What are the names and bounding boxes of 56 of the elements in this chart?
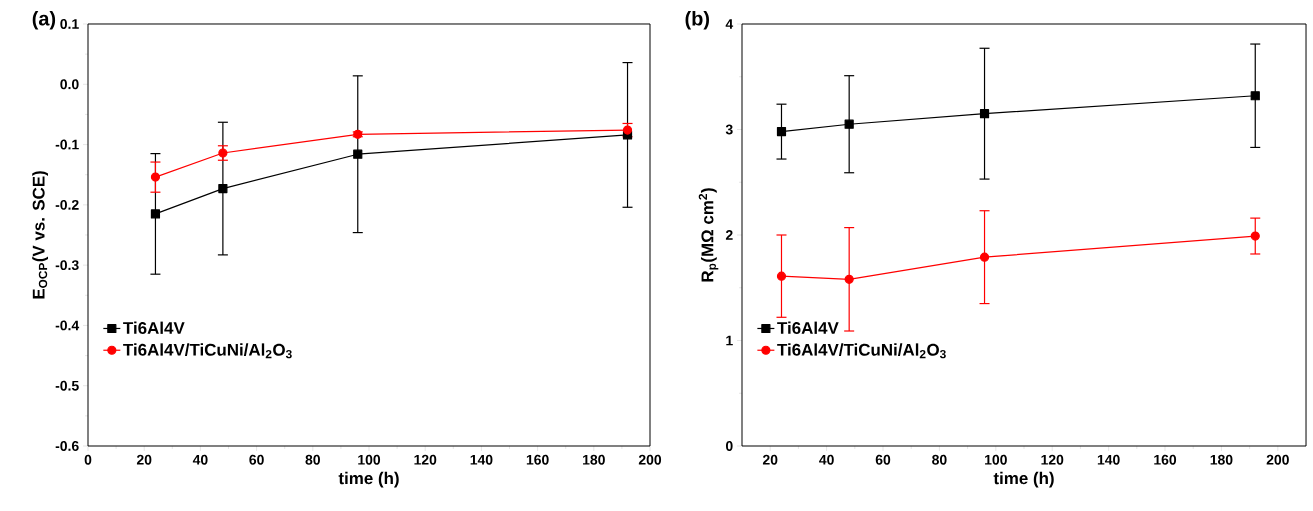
text: (b): [685, 10, 709, 30]
y-tick-label: -0.6: [55, 441, 79, 451]
y-tick-label: 1: [726, 335, 733, 346]
x-tick-label: 40: [192, 454, 208, 465]
y-tick-label: -0.1: [55, 139, 79, 150]
legend-label: Ti6Al4V/TiCuNi/Al$_{2}$O$_{3}$: [777, 343, 946, 359]
y-tick-label: 0.0: [60, 79, 79, 90]
y-axis-title: R$_{p}$(MΩ cm$^{2}$): [698, 188, 719, 282]
y-tick-label: 0.1: [60, 19, 79, 29]
y-tick-label: -0.5: [55, 380, 79, 391]
point: [844, 119, 854, 129]
x-tick-label: 200: [1266, 454, 1289, 465]
y-tick-label: 0: [725, 441, 733, 451]
x-tick-label: 200: [638, 454, 662, 465]
x-tick-label: 100: [985, 454, 1007, 465]
x-tick-label: 120: [1041, 454, 1064, 465]
y-tick-label: -0.4: [55, 320, 80, 331]
y-tick-label: -0.2: [55, 199, 79, 210]
x-axis-title: time (h): [993, 471, 1054, 488]
legend-label: Ti6Al4V: [777, 321, 839, 335]
x-tick-label: 60: [249, 454, 264, 465]
x-tick-label: 80: [932, 454, 947, 465]
point: [776, 271, 787, 281]
y-tick-label: 4: [725, 19, 734, 29]
y-tick-label: -0.3: [55, 260, 79, 271]
x-tick-label: 160: [1154, 454, 1177, 465]
point: [979, 252, 990, 262]
legend-label: Ti6Al4V/TiCuNi/Al$_{2}$O$_{3}$: [123, 343, 292, 359]
point: [1250, 231, 1260, 241]
x-tick-label: 100: [358, 454, 381, 465]
x-tick-label: 160: [526, 454, 549, 465]
x-tick-label: 20: [136, 454, 152, 465]
x-tick-label: 80: [305, 454, 320, 465]
x-tick-label: 40: [819, 454, 834, 465]
x-axis-title: time (h): [338, 471, 399, 488]
x-tick-label: 180: [583, 454, 605, 465]
point: [150, 172, 161, 182]
point: [218, 183, 228, 194]
legend-label: Ti6Al4V: [123, 321, 185, 335]
x-tick-label: 20: [762, 454, 778, 465]
x-tick-label: 140: [470, 454, 493, 465]
x-tick-label: 140: [1097, 454, 1120, 465]
x-tick-label: 120: [414, 454, 437, 465]
y-axis-title: E$_{OCP}$(V vs. SCE): [32, 171, 49, 299]
x-tick-label: 180: [1210, 454, 1233, 465]
x-tick-label: 0: [84, 454, 92, 465]
point: [979, 109, 990, 119]
point: [776, 127, 787, 137]
text: (a): [32, 10, 56, 30]
point: [150, 209, 161, 219]
x-tick-label: 60: [875, 454, 891, 465]
y-tick-label: 3: [725, 124, 733, 135]
point: [1250, 91, 1260, 101]
point: [844, 274, 854, 284]
y-tick-label: 2: [725, 230, 733, 240]
point: [353, 149, 363, 159]
